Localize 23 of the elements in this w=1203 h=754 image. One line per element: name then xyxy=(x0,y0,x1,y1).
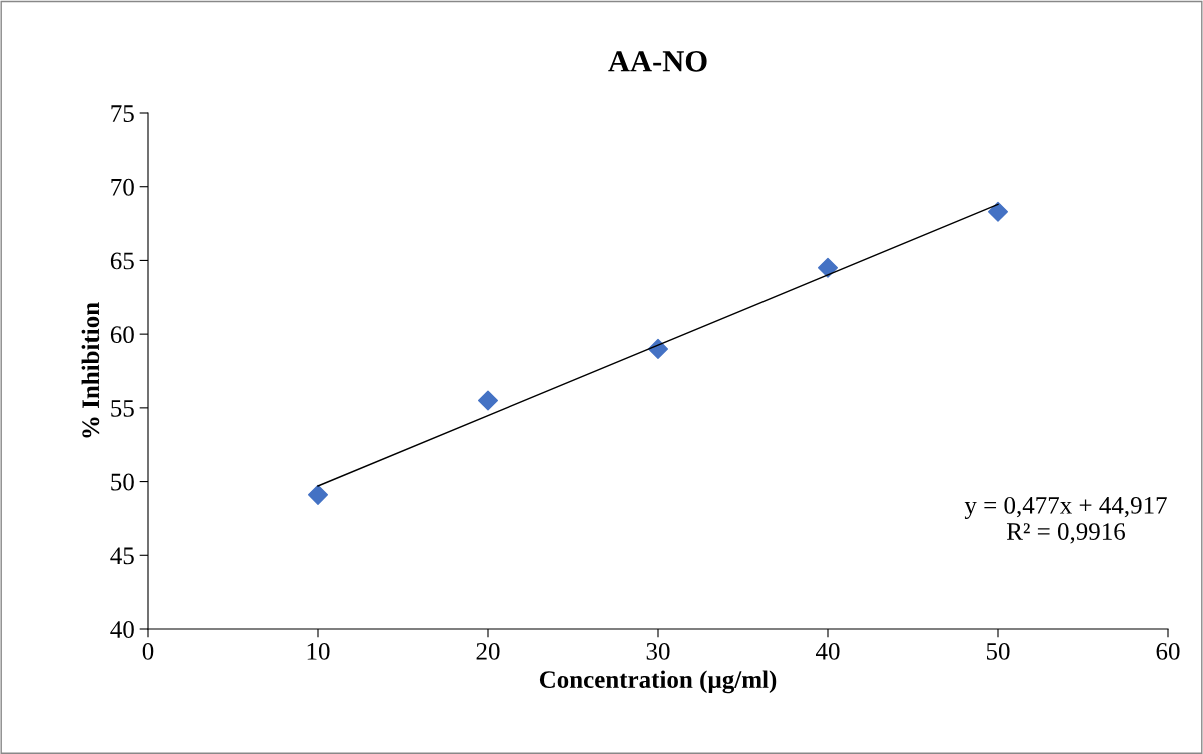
y-tick-label: 55 xyxy=(111,400,134,417)
x-tick-label: 40 xyxy=(815,642,840,660)
point xyxy=(307,484,329,505)
y-tick-label: 45 xyxy=(110,547,134,565)
chart-title: AA-NO xyxy=(608,51,707,72)
y-tick-label: 75 xyxy=(111,105,134,122)
x-axis-title: Concentration (µg/ml) xyxy=(539,670,777,694)
y-tick-label: 40 xyxy=(110,621,134,638)
x-tick-label: 60 xyxy=(1156,642,1180,660)
y-axis-title: % Inhibition xyxy=(81,302,100,438)
x-tick-label: 0 xyxy=(142,642,154,660)
x-tick-label: 20 xyxy=(476,642,500,660)
y-tick-label: 65 xyxy=(110,252,134,270)
x-tick-label: 50 xyxy=(986,642,1010,660)
point xyxy=(477,390,499,411)
point xyxy=(817,257,839,278)
y-tick-label: 60 xyxy=(110,326,134,344)
annotation: y = 0,477x + 44,917 R² = 0,9916 xyxy=(964,496,1167,544)
point xyxy=(987,201,1009,222)
x-tick-label: 10 xyxy=(307,642,330,660)
x-tick-label: 30 xyxy=(646,642,670,660)
y-tick-label: 50 xyxy=(111,473,134,491)
y-tick-label: 70 xyxy=(111,178,134,196)
